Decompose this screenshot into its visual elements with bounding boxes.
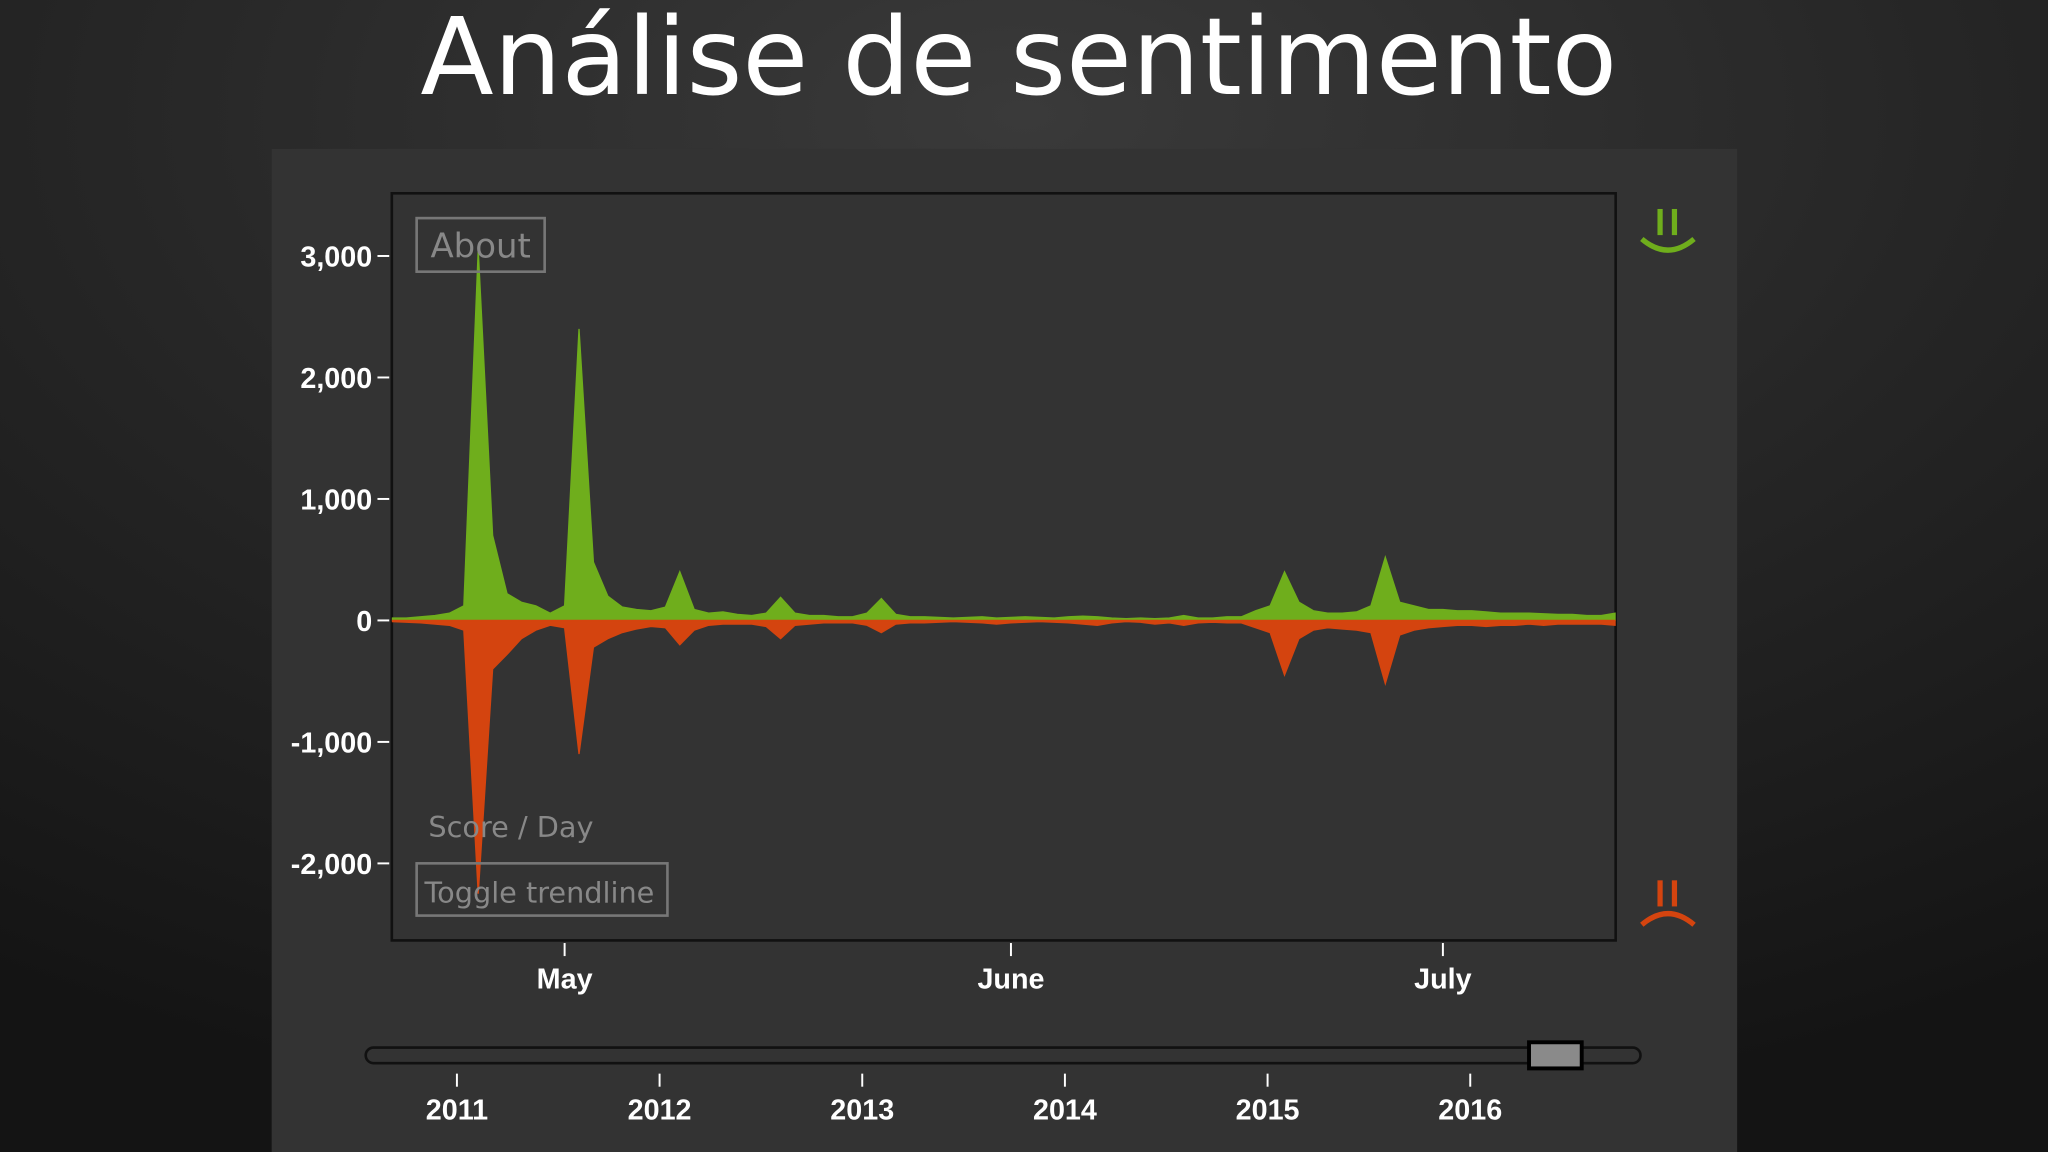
- y-tick-label: 1,000: [300, 484, 372, 516]
- x-tick-label: May: [537, 964, 593, 996]
- toggle-trendline-button[interactable]: Toggle trendline: [424, 876, 655, 910]
- slider-track[interactable]: [364, 1046, 1642, 1065]
- toggle-button-box[interactable]: [415, 862, 669, 917]
- sentiment-area: [391, 619, 1616, 894]
- y-tick-label: -2,000: [291, 849, 372, 881]
- slider-handle[interactable]: [1527, 1040, 1584, 1071]
- slider-tick-label: 2013: [830, 1094, 894, 1126]
- sad-icon: [1640, 880, 1696, 927]
- slider: 2011 2012 2013 2014 2015 2016: [426, 1040, 1584, 1126]
- y-tick-label: 0: [356, 606, 372, 638]
- slide-title: Análise de sentimento: [420, 0, 1617, 120]
- plot: [391, 249, 1616, 894]
- happy-icon: [1640, 208, 1696, 253]
- slider-tick-label: 2016: [1438, 1094, 1502, 1126]
- y-tick-label: 2,000: [300, 363, 372, 395]
- axes: -2,000 -1,000 0 1,000 2,000 3,000 May June July: [291, 241, 1472, 995]
- slider-tick-label: 2011: [426, 1094, 488, 1126]
- slider-tick-label: 2015: [1236, 1094, 1300, 1126]
- y-axis-label: Score / Day: [428, 810, 593, 844]
- y-tick-label: -1,000: [291, 727, 372, 759]
- about-button[interactable]: About: [430, 226, 530, 266]
- slider-tick-label: 2014: [1033, 1094, 1097, 1126]
- y-tick-label: 3,000: [300, 241, 372, 273]
- slider-tick-label: 2012: [628, 1094, 692, 1126]
- x-tick-label: July: [1414, 964, 1471, 996]
- sentiment-area: [391, 249, 1616, 622]
- x-tick-label: June: [977, 964, 1044, 996]
- about-button-box[interactable]: [415, 216, 546, 273]
